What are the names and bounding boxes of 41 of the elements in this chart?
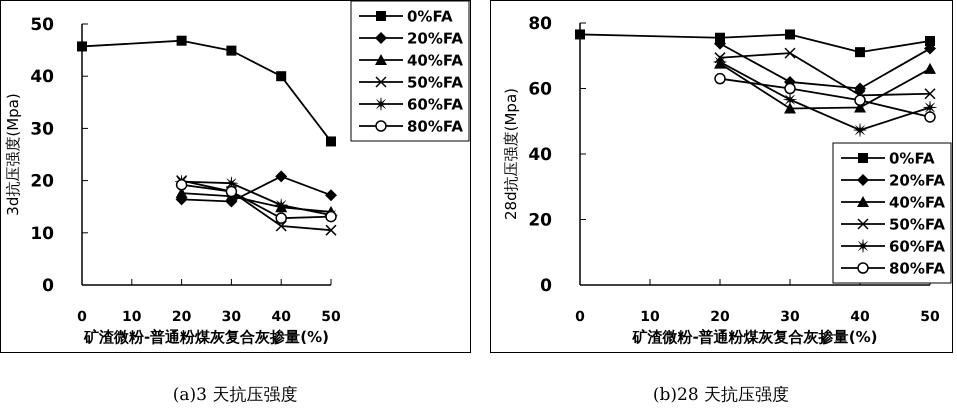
x-tick-label: 0 <box>575 309 586 325</box>
y-tick-label: 80 <box>528 14 552 34</box>
x-axis-title: 矿渣微粉-普通粉煤灰复合灰掺量(%) <box>83 328 329 346</box>
x-tick-label: 30 <box>222 309 242 325</box>
x-axis-title: 矿渣微粉-普通粉煤灰复合灰掺量(%) <box>632 328 878 346</box>
legend-label: 20%FA <box>889 171 946 190</box>
y-tick-label: 10 <box>30 224 54 244</box>
x-tick-label: 10 <box>122 309 142 325</box>
y-tick-label: 0 <box>42 276 54 296</box>
legend-label: 40%FA <box>889 193 946 212</box>
text: (b)28 天抗压强度 <box>652 385 790 405</box>
x-tick-label: 40 <box>271 309 292 325</box>
y-tick-label: 0 <box>540 276 552 296</box>
legend-label: 20%FA <box>407 29 464 48</box>
legend-label: 80%FA <box>407 117 464 136</box>
legend-label: 0%FA <box>407 7 453 26</box>
x-tick-label: 10 <box>640 309 660 325</box>
x-tick-label: 0 <box>77 309 88 325</box>
y-tick-label: 50 <box>30 14 54 35</box>
y-tick-label: 20 <box>528 210 552 230</box>
legend-label: 50%FA <box>407 73 464 92</box>
y-tick-label: 40 <box>528 144 552 165</box>
y-tick-label: 60 <box>528 79 552 100</box>
text: (a)3 天抗压强度 <box>172 385 298 405</box>
y-tick-label: 30 <box>30 119 54 140</box>
legend-label: 50%FA <box>889 215 946 234</box>
x-tick-label: 50 <box>920 309 940 325</box>
x-tick-label: 40 <box>850 309 870 325</box>
x-tick-label: 30 <box>780 309 800 325</box>
legend-label: 80%FA <box>889 259 946 278</box>
y-tick-label: 40 <box>30 67 54 88</box>
y-tick-label: 20 <box>30 172 54 192</box>
x-tick-label: 20 <box>710 309 730 325</box>
legend-label: 40%FA <box>407 51 464 70</box>
legend-label: 60%FA <box>889 237 946 256</box>
y-axis-title: 3d抗压强度(Mpa) <box>4 93 22 216</box>
legend-label: 0%FA <box>889 149 935 168</box>
legend-label: 60%FA <box>407 95 464 114</box>
x-tick-label: 50 <box>321 309 341 325</box>
y-axis-title: 28d抗压强度(Mpa) <box>502 88 520 220</box>
x-tick-label: 20 <box>172 309 192 325</box>
